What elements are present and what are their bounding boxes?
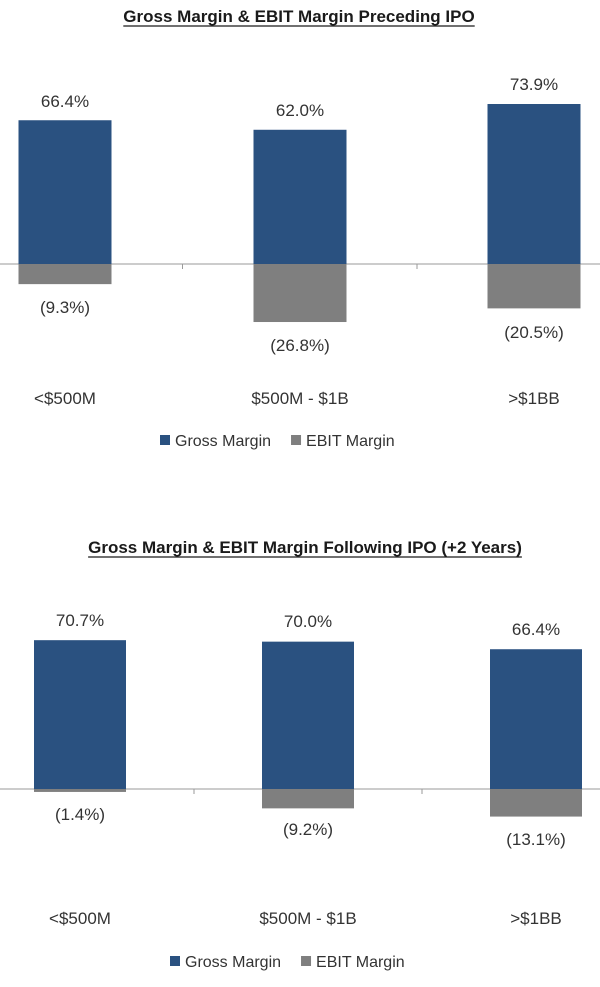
chart-1-legend-swatch-gross-margin [160, 435, 170, 445]
chart-1-bar-gross-margin-3 [487, 104, 581, 264]
chart-1-bar-ebit-margin-3 [487, 264, 581, 309]
chart-1-bar-ebit-margin-2 [253, 264, 347, 323]
chart-2-label-gross-margin-1: 70.7% [56, 611, 104, 630]
chart-2-legend-swatch-ebit-margin [301, 956, 312, 966]
chart-1-label-ebit-margin-3: (20.5%) [504, 323, 564, 342]
chart-2-label-ebit-margin-3: (13.1%) [506, 830, 566, 849]
chart-1-label-gross-margin-2: 62.0% [276, 101, 324, 120]
chart-2-bar-ebit-margin-3 [490, 789, 582, 817]
chart-2-bar-gross-margin-1 [34, 640, 126, 789]
chart-2-label-gross-margin-3: 66.4% [512, 620, 560, 639]
chart-1-title: Gross Margin & EBIT Margin Preceding IPO [123, 7, 474, 26]
chart-2-label-gross-margin-2: 70.0% [284, 612, 332, 631]
chart-2-label-ebit-margin-1: (1.4%) [55, 805, 105, 824]
chart-1-label-gross-margin-1: 66.4% [41, 92, 89, 111]
chart-2-legend-label-ebit-margin: EBIT Margin [316, 954, 405, 971]
chart-2-category-label-3: >$1BB [510, 909, 562, 928]
chart-1-label-gross-margin-3: 73.9% [510, 75, 558, 94]
chart-2-category-label-2: $500M - $1B [259, 909, 356, 928]
chart-2-category-label-1: <$500M [49, 909, 111, 928]
chart-1-category-label-3: >$1BB [508, 389, 560, 408]
chart-2-legend-label-gross-margin: Gross Margin [185, 954, 281, 971]
chart-1-bar-gross-margin-1 [18, 120, 112, 264]
chart-1-bar-ebit-margin-1 [18, 264, 112, 285]
chart-2-bar-ebit-margin-1 [34, 789, 126, 792]
chart-2-title: Gross Margin & EBIT Margin Following IPO… [88, 538, 522, 557]
chart-1-bar-gross-margin-2 [253, 129, 347, 264]
chart-1-legend-label-ebit-margin: EBIT Margin [306, 433, 395, 450]
chart-2-legend-swatch-gross-margin [170, 956, 180, 966]
chart-1-category-label-2: $500M - $1B [251, 389, 348, 408]
chart-1-label-ebit-margin-1: (9.3%) [40, 298, 90, 317]
chart-1-category-label-1: <$500M [34, 389, 96, 408]
chart-2-bar-ebit-margin-2 [262, 789, 354, 809]
chart-2-bar-gross-margin-3 [490, 649, 582, 789]
chart-2-label-ebit-margin-2: (9.2%) [283, 820, 333, 839]
chart-1-legend-swatch-ebit-margin [291, 435, 302, 445]
chart-1-legend-label-gross-margin: Gross Margin [175, 433, 271, 450]
chart-2-bar-gross-margin-2 [262, 641, 354, 789]
chart-1-label-ebit-margin-2: (26.8%) [270, 336, 330, 355]
